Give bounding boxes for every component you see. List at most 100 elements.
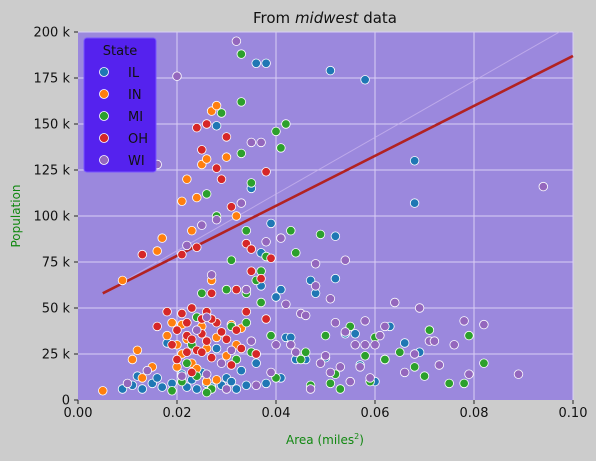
data-point-wi <box>192 325 202 335</box>
data-point-oh <box>162 307 172 317</box>
data-point-wi <box>370 340 380 350</box>
data-point-oh <box>187 334 197 345</box>
data-point-wi <box>325 367 336 378</box>
data-point-oh <box>192 242 202 253</box>
data-point-oh <box>236 343 247 354</box>
data-point-wi <box>301 310 311 321</box>
data-point-wi <box>360 340 370 350</box>
data-point-il <box>211 121 222 131</box>
data-point-il <box>236 365 247 376</box>
data-point-oh <box>246 244 257 254</box>
data-point-il <box>409 198 420 208</box>
data-point-mi <box>216 108 227 118</box>
y-tick-label: 100 k <box>34 210 71 225</box>
data-point-wi <box>360 316 370 326</box>
data-point-mi <box>315 229 326 240</box>
data-point-mi <box>256 297 266 308</box>
data-point-wi <box>513 369 524 379</box>
legend-label-in: IN <box>128 88 142 103</box>
data-point-wi <box>345 376 355 387</box>
data-point-in <box>167 318 177 328</box>
data-point-wi <box>236 198 247 208</box>
data-point-oh <box>256 273 266 284</box>
data-point-in <box>98 386 108 396</box>
data-point-oh <box>206 288 217 299</box>
data-point-oh <box>261 314 271 324</box>
data-point-mi <box>464 330 474 341</box>
data-point-in <box>201 154 212 164</box>
data-point-mi <box>444 378 454 389</box>
data-point-wi <box>122 378 133 389</box>
data-point-in <box>221 152 232 162</box>
data-point-il <box>152 373 162 383</box>
data-point-mi <box>320 330 331 341</box>
y-tick-label: 125 k <box>34 164 71 179</box>
data-point-oh <box>182 347 192 357</box>
data-point-mi <box>266 330 276 341</box>
data-point-il <box>241 380 252 391</box>
data-point-oh <box>197 347 207 357</box>
data-point-mi <box>221 284 232 295</box>
data-point-il <box>271 292 281 302</box>
data-point-oh <box>216 327 227 337</box>
data-point-mi <box>419 371 430 381</box>
data-point-oh <box>241 307 252 317</box>
data-point-wi <box>182 240 192 251</box>
data-point-wi <box>251 380 261 391</box>
legend-label-wi: WI <box>128 154 145 169</box>
data-point-wi <box>538 181 549 192</box>
data-point-mi <box>301 347 311 357</box>
data-point-oh <box>177 249 187 260</box>
legend-marker-oh <box>99 133 109 143</box>
data-point-mi <box>325 378 336 389</box>
data-point-oh <box>182 318 192 328</box>
data-point-oh <box>251 349 261 359</box>
legend-label-oh: OH <box>128 132 148 147</box>
data-point-wi <box>380 321 390 332</box>
data-point-wi <box>226 345 237 356</box>
data-point-wi <box>459 316 469 326</box>
data-point-in <box>211 100 222 111</box>
data-point-wi <box>281 299 291 310</box>
data-point-wi <box>246 137 257 148</box>
data-point-oh <box>226 360 237 370</box>
data-point-wi <box>177 371 187 381</box>
data-point-mi <box>380 354 390 365</box>
data-point-wi <box>340 255 351 265</box>
data-point-in <box>162 330 172 341</box>
data-point-oh <box>206 353 217 363</box>
data-point-in <box>182 174 192 184</box>
data-point-oh <box>231 325 242 335</box>
data-point-oh <box>187 367 197 378</box>
data-point-in <box>127 354 138 365</box>
data-point-il <box>325 65 336 76</box>
y-tick-label: 25 k <box>42 348 71 363</box>
data-point-oh <box>211 163 222 173</box>
data-point-oh <box>231 284 242 295</box>
data-point-il <box>330 231 341 241</box>
data-point-wi <box>335 362 346 372</box>
data-point-oh <box>246 266 257 276</box>
data-point-wi <box>315 358 326 368</box>
data-point-oh <box>221 334 232 345</box>
legend-label-mi: MI <box>128 110 143 125</box>
data-point-mi <box>335 384 346 394</box>
legend: State IL IN MI OH WI <box>83 37 157 173</box>
x-axis-label: Area (miles2) <box>286 432 364 447</box>
legend-marker-in <box>99 89 109 99</box>
data-point-wi <box>320 351 331 361</box>
data-point-il <box>276 284 286 295</box>
data-point-oh <box>172 325 182 335</box>
x-tick-label: 0.00 <box>64 406 93 421</box>
x-tick-label: 0.04 <box>262 406 291 421</box>
x-axis-ticks: 0.00 0.02 0.04 0.06 0.08 0.10 <box>64 400 587 421</box>
data-point-wi <box>375 330 385 341</box>
data-point-il <box>226 376 237 387</box>
data-point-il <box>400 338 410 348</box>
data-point-wi <box>434 360 445 370</box>
data-point-mi <box>296 354 306 365</box>
data-point-il <box>409 156 420 166</box>
y-axis-label: Population <box>9 184 23 247</box>
data-point-il <box>251 358 261 368</box>
data-point-wi <box>266 367 276 378</box>
